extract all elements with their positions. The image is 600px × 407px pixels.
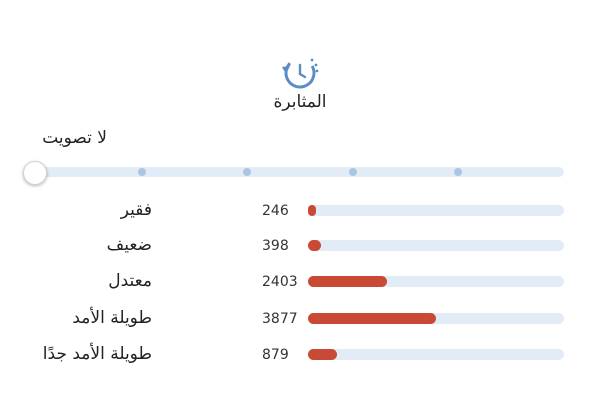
distribution-row: معتدل 2403 <box>0 269 600 299</box>
distribution-row: طويلة الأمد 3877 <box>0 306 600 336</box>
slider-step-dot[interactable] <box>243 168 251 176</box>
slider-step-dot[interactable] <box>454 168 462 176</box>
slider-step-dot[interactable] <box>349 168 357 176</box>
slider-step-dot[interactable] <box>138 168 146 176</box>
rating-slider[interactable] <box>23 161 564 185</box>
distribution-count: 3877 <box>262 311 298 327</box>
distribution-count: 879 <box>262 347 289 363</box>
distribution-label: طويلة الأمد <box>72 308 152 328</box>
distribution-label: فقير <box>120 200 152 220</box>
distribution-bar-fill <box>308 349 337 360</box>
distribution-bar-track <box>308 240 564 251</box>
distribution-label: طويلة الأمد جدًا <box>42 344 152 364</box>
distribution-count: 246 <box>262 203 289 219</box>
distribution-bar-fill <box>308 205 316 216</box>
distribution-row: طويلة الأمد جدًا 879 <box>0 342 600 372</box>
section-title: المثابرة <box>273 92 327 112</box>
distribution-bar-track <box>308 276 564 287</box>
distribution-bar-track <box>308 205 564 216</box>
rating-value-label: لا تصويت <box>42 128 107 148</box>
distribution-bar-fill <box>308 313 436 324</box>
distribution-bar-fill <box>308 240 321 251</box>
distribution-label: معتدل <box>108 271 152 291</box>
distribution-bar-track <box>308 313 564 324</box>
distribution-count: 2403 <box>262 274 298 290</box>
distribution-bar-fill <box>308 276 387 287</box>
distribution-bar-track <box>308 349 564 360</box>
slider-track[interactable] <box>36 167 564 177</box>
distribution-row: ضعيف 398 <box>0 233 600 263</box>
distribution-row: فقير 246 <box>0 198 600 228</box>
slider-thumb[interactable] <box>23 161 47 185</box>
distribution-label: ضعيف <box>106 235 152 255</box>
distribution-count: 398 <box>262 238 289 254</box>
clock-history-icon <box>279 52 321 94</box>
